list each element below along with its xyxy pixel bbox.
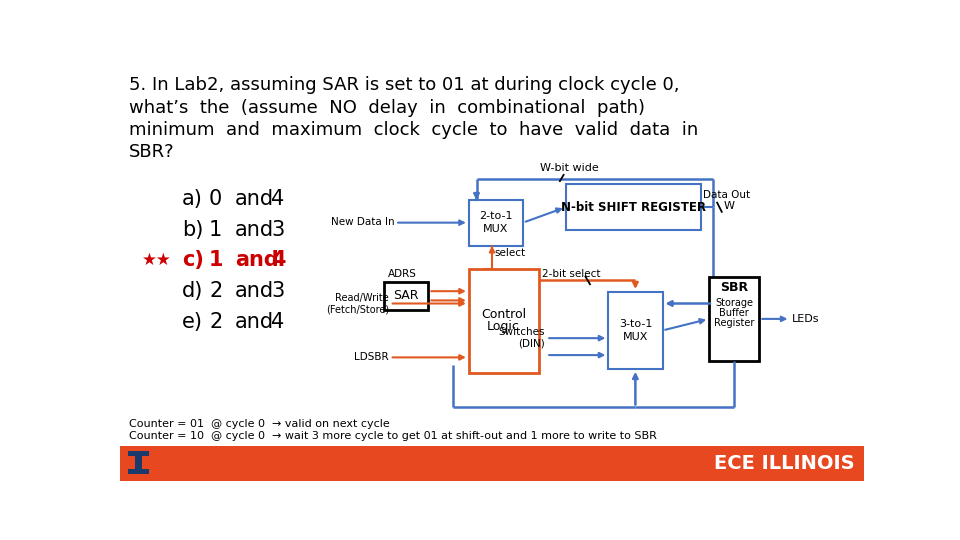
Text: Buffer: Buffer [719, 308, 749, 318]
Text: 4: 4 [271, 251, 286, 271]
Text: LEDs: LEDs [792, 314, 820, 324]
Text: c): c) [182, 251, 204, 271]
Text: Control: Control [481, 308, 526, 321]
Text: SBR: SBR [720, 281, 748, 294]
Text: SAR: SAR [394, 289, 419, 302]
Text: 3-to-1: 3-to-1 [618, 319, 652, 329]
Text: N-bit SHIFT REGISTER: N-bit SHIFT REGISTER [561, 201, 706, 214]
Text: Storage: Storage [715, 298, 754, 308]
Text: b): b) [182, 220, 204, 240]
Text: 1: 1 [209, 251, 224, 271]
Text: and: and [234, 281, 274, 301]
Text: a): a) [182, 189, 203, 209]
Text: 2-bit select: 2-bit select [542, 269, 601, 279]
Text: 5. In Lab2, assuming SAR is set to 01 at during clock cycle 0,: 5. In Lab2, assuming SAR is set to 01 at… [130, 76, 680, 94]
Text: 2: 2 [209, 281, 223, 301]
FancyBboxPatch shape [709, 276, 759, 361]
Text: d): d) [182, 281, 204, 301]
Text: 3: 3 [271, 281, 284, 301]
Text: (Fetch/Store): (Fetch/Store) [325, 304, 389, 314]
Text: W: W [724, 201, 734, 211]
Text: 3: 3 [271, 220, 284, 240]
Text: what’s  the  (assume  NO  delay  in  combinational  path): what’s the (assume NO delay in combinati… [130, 99, 645, 117]
Text: 1: 1 [209, 220, 223, 240]
Text: Data Out: Data Out [703, 190, 750, 200]
Text: New Data In: New Data In [331, 217, 395, 227]
FancyBboxPatch shape [128, 450, 150, 456]
FancyBboxPatch shape [468, 269, 539, 373]
Text: e): e) [182, 312, 203, 332]
Text: MUX: MUX [483, 224, 509, 234]
FancyBboxPatch shape [134, 456, 142, 469]
Text: 2-to-1: 2-to-1 [479, 212, 513, 221]
Text: ★★: ★★ [142, 252, 172, 269]
Text: Register: Register [714, 318, 755, 328]
Text: Counter = 10  @ cycle 0  → wait 3 more cycle to get 01 at shift-out and 1 more t: Counter = 10 @ cycle 0 → wait 3 more cyc… [130, 430, 658, 441]
Text: LDSBR: LDSBR [354, 353, 389, 362]
Text: ECE ILLINOIS: ECE ILLINOIS [714, 454, 854, 473]
Text: Switches: Switches [498, 327, 544, 336]
FancyBboxPatch shape [383, 282, 428, 309]
Text: and: and [234, 189, 274, 209]
Text: (DIN): (DIN) [518, 339, 544, 349]
Text: ADRS: ADRS [388, 269, 417, 279]
FancyBboxPatch shape [468, 200, 523, 246]
Text: Read/Write: Read/Write [335, 293, 389, 303]
Text: W-bit wide: W-bit wide [540, 163, 599, 173]
FancyBboxPatch shape [565, 184, 701, 231]
Text: Counter = 01  @ cycle 0  → valid on next cycle: Counter = 01 @ cycle 0 → valid on next c… [130, 419, 390, 429]
FancyBboxPatch shape [609, 292, 662, 369]
FancyBboxPatch shape [120, 446, 864, 481]
Text: select: select [494, 248, 525, 258]
Text: 4: 4 [271, 189, 284, 209]
Text: minimum  and  maximum  clock  cycle  to  have  valid  data  in: minimum and maximum clock cycle to have … [130, 121, 699, 139]
Text: and: and [234, 251, 278, 271]
Text: 0: 0 [209, 189, 223, 209]
FancyBboxPatch shape [128, 469, 150, 475]
Text: 2: 2 [209, 312, 223, 332]
Text: Logic: Logic [487, 320, 520, 334]
Text: MUX: MUX [623, 332, 648, 342]
Text: and: and [234, 220, 274, 240]
Text: 4: 4 [271, 312, 284, 332]
Text: SBR?: SBR? [130, 143, 175, 161]
Text: and: and [234, 312, 274, 332]
